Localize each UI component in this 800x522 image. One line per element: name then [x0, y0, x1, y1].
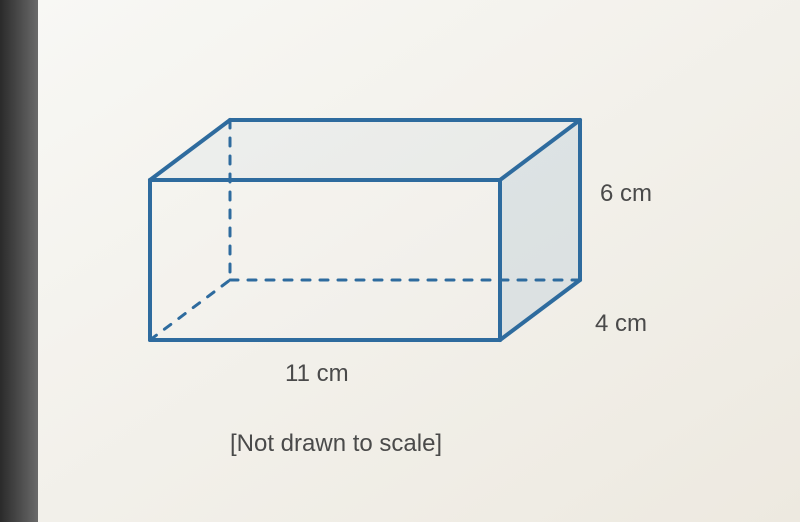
prism-diagram: 6 cm 4 cm 11 cm [Not drawn to scale]	[100, 70, 700, 470]
length-label: 11 cm	[285, 360, 349, 388]
prism-svg	[100, 70, 700, 470]
width-label: 4 cm	[595, 310, 647, 338]
front-face	[150, 180, 500, 340]
scale-caption: [Not drawn to scale]	[230, 430, 442, 458]
height-label: 6 cm	[600, 180, 652, 208]
photo-edge-shadow	[0, 0, 38, 522]
